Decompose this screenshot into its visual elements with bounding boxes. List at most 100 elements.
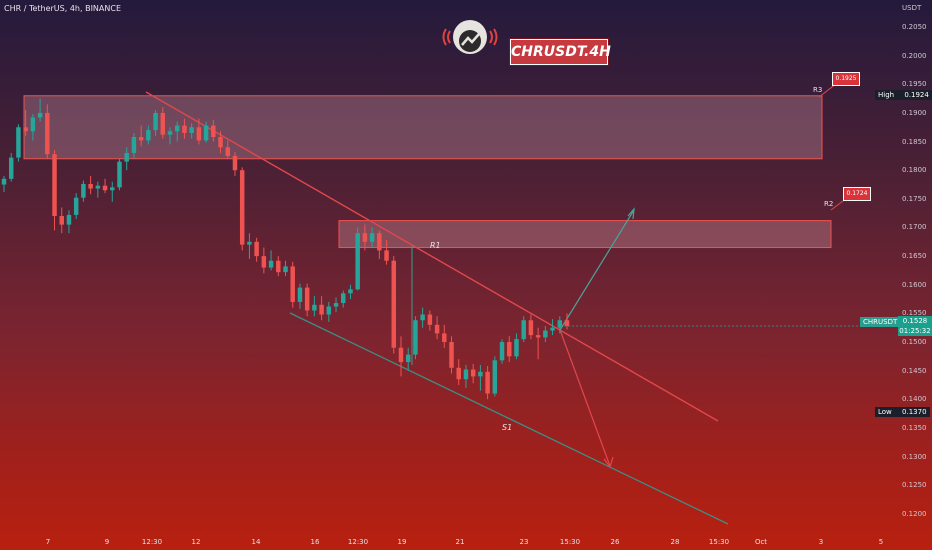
candle-body (102, 185, 108, 191)
candle-body (304, 287, 310, 311)
price-tick: 0.1900 (902, 108, 927, 117)
candle-body (333, 303, 339, 307)
candle-body (45, 112, 50, 155)
candle-body (254, 241, 259, 257)
bearish-arrow-head (603, 456, 614, 469)
candle-body (499, 342, 505, 361)
high-tag: High 0.1924 (875, 90, 932, 100)
time-tick: 23 (519, 538, 529, 546)
candle-body (218, 136, 223, 148)
candle-body (239, 170, 245, 245)
high-tag-label: High (878, 91, 895, 99)
last-price-box: 0.1528 01:25:32 (898, 316, 932, 336)
candle-body (66, 214, 72, 225)
candle-body (543, 330, 548, 338)
candle-body (16, 127, 21, 158)
candle-body (442, 333, 447, 343)
time-tick: 3 (818, 538, 824, 546)
candle-body (420, 314, 425, 321)
candle-body (557, 320, 563, 328)
time-tick: 16 (310, 538, 320, 546)
last-price-value: 0.1528 (902, 317, 928, 325)
symbol-last-tag: CHRUSDT (860, 317, 901, 327)
candle-body (261, 256, 267, 268)
time-tick: 21 (455, 538, 465, 546)
candle-body (131, 136, 137, 154)
candle-body (377, 233, 382, 251)
zone-r1 (338, 220, 832, 249)
candle-body (73, 197, 79, 215)
support-trendline (289, 312, 729, 525)
time-tick: 7 (45, 538, 51, 546)
low-tag-value: 0.1370 (902, 408, 927, 416)
candle-body (507, 342, 512, 357)
candle-body (30, 117, 36, 132)
candle-body (160, 112, 166, 135)
candle-body (564, 320, 570, 326)
time-tick: 28 (670, 538, 680, 546)
price-tick: 0.2000 (902, 51, 927, 60)
candle-body (276, 260, 281, 273)
candle-body (117, 161, 122, 188)
candle-body (211, 125, 216, 137)
candle-body (8, 157, 14, 179)
candle-body (182, 125, 187, 133)
r3-label: R3 (813, 86, 823, 94)
candle-body (535, 335, 541, 338)
candle-body (138, 136, 144, 141)
candle-body (514, 339, 519, 357)
time-tick: 5 (878, 538, 884, 546)
candle-body (384, 250, 389, 261)
candle-body (95, 185, 101, 189)
title-badge: CHRUSDT.4H (510, 39, 611, 65)
time-tick: 15:30 (708, 538, 730, 546)
candle-body (391, 260, 397, 348)
candle-body (449, 342, 454, 368)
candle-body (413, 320, 418, 355)
price-tick: 0.1800 (902, 166, 927, 175)
candle-body (528, 320, 534, 336)
candle-body (37, 112, 43, 118)
symbol-header: CHR / TetherUS, 4h, BINANCE (4, 4, 122, 13)
price-tick: 0.1200 (902, 509, 927, 518)
candle-body (319, 304, 324, 315)
candle-body (463, 369, 469, 380)
candle-body (225, 147, 230, 156)
candle-body (362, 233, 368, 242)
r2-value-box: 0.1724 (843, 187, 871, 201)
time-tick: 14 (251, 538, 261, 546)
candle-body (203, 125, 209, 141)
r3-value-box: 0.1925 (832, 72, 860, 86)
price-tick: 0.1700 (902, 223, 927, 232)
candle-body (232, 155, 238, 171)
time-tick: Oct (754, 538, 768, 546)
candle-body (268, 260, 274, 268)
candle-body (550, 327, 555, 331)
price-tick: 0.1550 (902, 309, 927, 318)
price-tick: 0.1250 (902, 481, 927, 490)
candle-body (283, 266, 288, 273)
candle-body (369, 233, 375, 242)
candle-body (398, 347, 404, 363)
candle-body (312, 304, 317, 311)
bullish-arrow-head (627, 207, 635, 220)
price-tick: 0.1300 (902, 452, 927, 461)
candle-body (189, 127, 194, 133)
r3-pointer (818, 83, 837, 98)
price-tick: 0.1750 (902, 194, 927, 203)
candle-body (23, 127, 28, 132)
bar-countdown: 01:25:32 (899, 327, 931, 335)
low-tag: Low 0.1370 (875, 407, 930, 417)
candle-body (153, 112, 158, 131)
candle-body (290, 266, 295, 302)
price-tick: 0.1450 (902, 366, 927, 375)
candle-body (88, 183, 93, 189)
candle-body (297, 287, 303, 302)
candle-body (355, 233, 360, 290)
price-tick: 0.1400 (902, 395, 927, 404)
r1-annotation: R1 (430, 241, 441, 250)
low-tag-label: Low (878, 408, 892, 416)
price-tick: 0.1600 (902, 280, 927, 289)
